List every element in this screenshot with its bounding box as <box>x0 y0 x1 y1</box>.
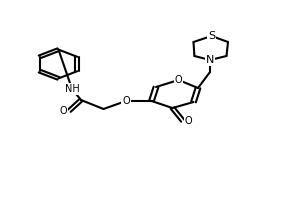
Text: S: S <box>208 31 215 41</box>
Text: O: O <box>122 96 130 106</box>
Text: O: O <box>175 75 182 85</box>
Text: NH: NH <box>64 84 80 94</box>
Text: O: O <box>184 116 192 126</box>
Text: N: N <box>206 55 214 65</box>
Text: O: O <box>60 106 68 116</box>
